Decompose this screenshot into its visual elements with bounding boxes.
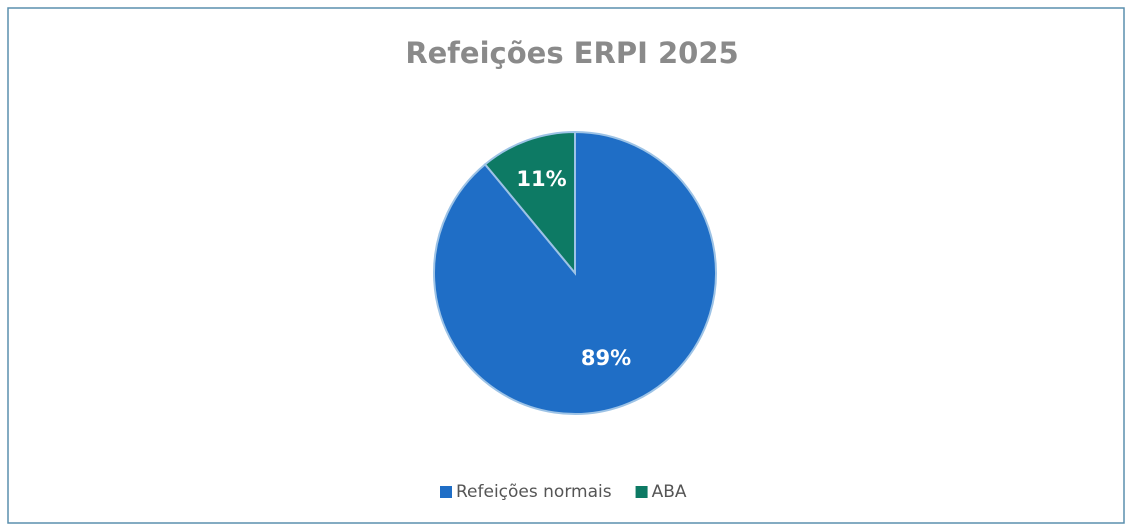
chart-title: Refeições ERPI 2025 xyxy=(405,36,738,70)
data-label: 89% xyxy=(581,346,631,370)
legend-label: Refeições normais xyxy=(456,482,612,502)
legend-swatch xyxy=(635,486,648,498)
legend-label: ABA xyxy=(652,482,687,502)
data-label: 11% xyxy=(516,167,566,191)
legend-swatch xyxy=(440,486,452,498)
pie-slice xyxy=(483,130,576,276)
